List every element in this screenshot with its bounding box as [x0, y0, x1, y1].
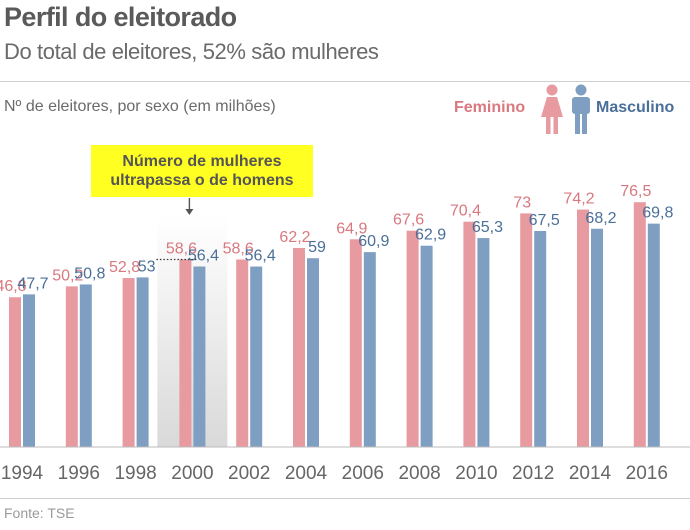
bar-female-2012: [520, 213, 533, 447]
bar-female-1998: [122, 278, 135, 447]
x-tick-2004: 2004: [285, 463, 328, 484]
label-female-1996: 50,2: [52, 267, 83, 284]
label-male-2016: 69,8: [642, 205, 673, 222]
bar-male-2010: [477, 238, 490, 447]
label-male-2012: 67,5: [529, 212, 560, 229]
label-female-2004: 62,2: [279, 229, 310, 246]
bar-female-1994: [9, 297, 21, 447]
annotation-line-2: ultrapassa o de homens: [110, 172, 294, 189]
male-person-icon: [572, 84, 590, 134]
label-female-2012: 73: [513, 194, 531, 211]
label-female-2008: 67,6: [393, 212, 424, 229]
x-tick-2002: 2002: [228, 463, 270, 484]
label-male-1994: 47,7: [17, 275, 48, 292]
annotation-line-1: Número de mulheres: [122, 153, 282, 170]
label-female-2016: 76,5: [620, 183, 651, 200]
x-tick-2000: 2000: [171, 463, 213, 484]
bar-male-1996: [79, 284, 92, 447]
x-tick-2012: 2012: [512, 463, 554, 484]
annotation-arrow-head: [185, 209, 194, 215]
x-tick-2016: 2016: [626, 463, 668, 484]
bar-male-1998: [136, 277, 149, 447]
bar-male-2004: [307, 258, 319, 447]
bar-male-2016: [647, 223, 660, 447]
label-female-1998: 52,8: [109, 259, 140, 276]
legend-female-label: Feminino: [454, 99, 526, 116]
bar-male-1994: [23, 294, 35, 447]
bar-male-2002: [250, 266, 263, 447]
label-male-2008: 62,9: [415, 227, 446, 244]
bar-female-1996: [65, 286, 78, 447]
bar-male-2008: [420, 245, 433, 447]
label-male-1998: 53: [138, 258, 156, 275]
highlight-band: [157, 215, 228, 447]
x-tick-2008: 2008: [398, 463, 440, 484]
y-axis-label: Nº de eleitores, por sexo (em milhões): [4, 98, 276, 115]
label-female-2006: 64,9: [336, 220, 367, 237]
x-tick-2010: 2010: [455, 463, 497, 484]
bar-male-2012: [534, 231, 547, 447]
legend-male-label: Masculino: [596, 99, 675, 116]
bar-female-2014: [577, 209, 589, 447]
x-tick-2014: 2014: [569, 463, 612, 484]
bar-female-2000: [179, 259, 192, 447]
chart-subtitle: Do total de eleitores, 52% são mulheres: [4, 39, 379, 64]
label-male-2006: 60,9: [358, 233, 389, 250]
x-tick-1996: 1996: [58, 463, 100, 484]
label-male-2000: 56,4: [188, 248, 219, 265]
bar-female-2004: [293, 247, 305, 447]
x-tick-1994: 1994: [1, 463, 44, 484]
bar-female-2008: [406, 230, 419, 447]
bar-male-2014: [591, 228, 603, 447]
label-male-2010: 65,3: [472, 219, 503, 236]
label-female-2010: 70,4: [450, 203, 481, 220]
chart-title: Perfil do eleitorado: [4, 2, 237, 32]
label-female-2002: 58,6: [223, 240, 254, 257]
x-tick-2006: 2006: [342, 463, 384, 484]
label-female-2000: 58,6: [166, 240, 197, 257]
label-male-2014: 68,2: [585, 210, 616, 227]
header-divider: [0, 81, 690, 82]
bar-female-2010: [463, 221, 476, 447]
label-male-2002: 56,4: [245, 248, 276, 265]
label-female-1994: 46,8: [0, 278, 27, 295]
label-female-2014: 74,2: [563, 191, 594, 208]
x-tick-1998: 1998: [114, 463, 156, 484]
bar-male-2000: [193, 266, 206, 447]
bar-female-2006: [349, 239, 362, 447]
bar-female-2002: [236, 259, 249, 447]
label-male-2004: 59: [308, 239, 326, 256]
female-person-icon: [541, 84, 563, 134]
annotation-box: Número de mulheres ultrapassa o de homen…: [91, 145, 313, 197]
bar-male-2006: [363, 252, 376, 447]
footer-divider: [0, 498, 690, 499]
source-note: Fonte: TSE: [4, 505, 75, 521]
bar-female-2016: [633, 202, 646, 447]
label-male-1996: 50,8: [74, 265, 105, 282]
